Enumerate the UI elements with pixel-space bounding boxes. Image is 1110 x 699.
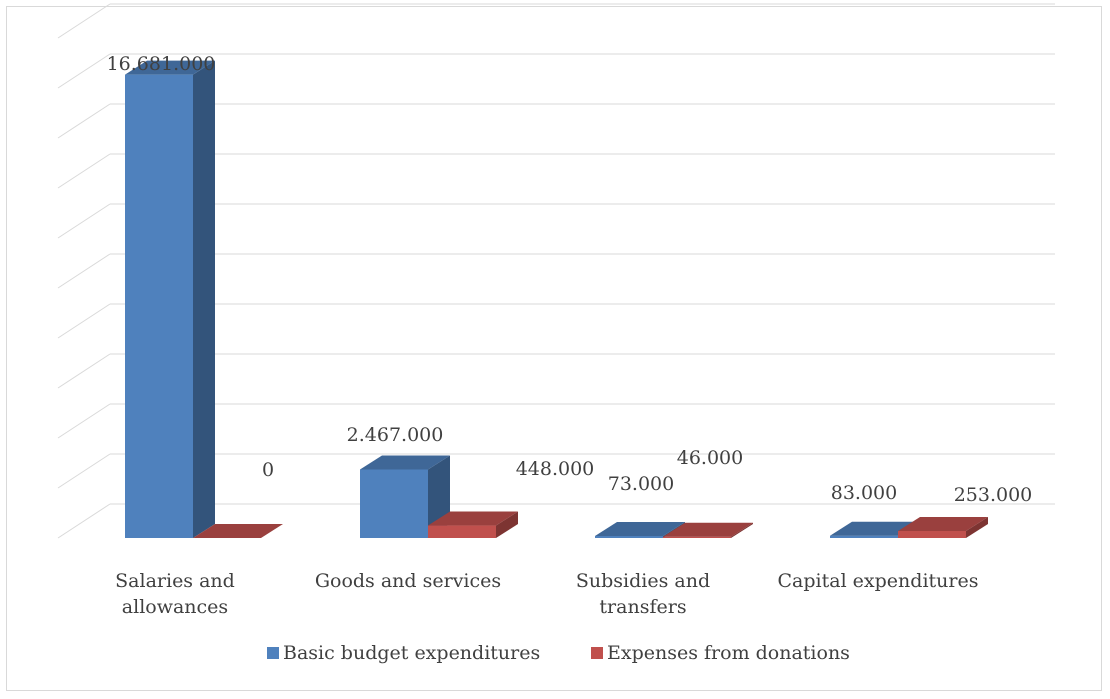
bar-basic-top [360,455,450,470]
bar-donation-front [663,536,731,538]
bar-basic-top [125,60,215,75]
bar-donation-front [428,525,496,538]
bar-donation-top [663,522,753,537]
bar-basic-front [360,469,428,538]
side-gridline [57,103,111,139]
bar-basic-top [830,521,920,536]
category-label: Capital expenditures [778,570,979,592]
data-label: 0 [262,459,274,481]
side-gridline [57,303,111,339]
bar-donation-side [966,516,988,538]
category-label: Goods and services [315,570,501,592]
bar-basic-front [595,535,663,538]
data-label: 46.000 [677,447,743,469]
side-gridline [57,503,111,539]
side-gridline [57,453,111,489]
bar-donation-top [193,524,283,538]
bar-donation-top [428,511,518,526]
category-label: Salaries and [115,570,235,592]
side-gridline [57,403,111,439]
legend-label: Expenses from donations [607,642,850,664]
side-gridline [57,253,111,289]
category-label: Subsidies and [576,570,710,592]
data-label: 16.681.000 [107,53,216,75]
legend-swatch [591,647,603,659]
data-label: 83.000 [831,482,897,504]
data-label: 73.000 [608,473,674,495]
side-gridline [57,53,111,89]
category-label: allowances [122,596,228,618]
side-gridline [57,203,111,239]
legend-label: Basic budget expenditures [283,642,540,664]
bar-donation-side [496,511,518,538]
bar-donation-front [898,530,966,538]
side-gridline [57,353,111,389]
data-label: 2.467.000 [347,424,444,446]
bar-donation-top [898,516,988,531]
side-gridline [57,153,111,189]
bar-basic-front [830,535,898,538]
bar-basic-side [193,60,215,539]
category-label: transfers [599,596,686,618]
bar-basic-front [125,74,193,538]
data-label: 448.000 [516,458,595,480]
legend-swatch [267,647,279,659]
side-gridline [57,3,111,39]
data-label: 253.000 [954,484,1033,506]
bar-basic-top [595,521,685,536]
bar-donation-side [731,522,753,538]
